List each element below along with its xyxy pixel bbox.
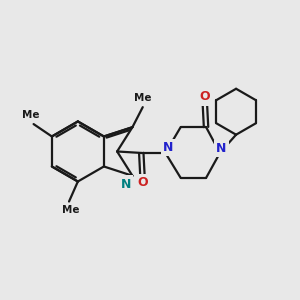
- Text: Me: Me: [22, 110, 39, 120]
- Text: O: O: [200, 91, 210, 103]
- Text: Me: Me: [62, 206, 79, 215]
- Text: N: N: [121, 178, 131, 190]
- Text: O: O: [137, 176, 148, 190]
- Text: H: H: [134, 184, 143, 194]
- Text: N: N: [163, 141, 173, 154]
- Text: N: N: [216, 142, 226, 155]
- Text: Me: Me: [134, 93, 152, 103]
